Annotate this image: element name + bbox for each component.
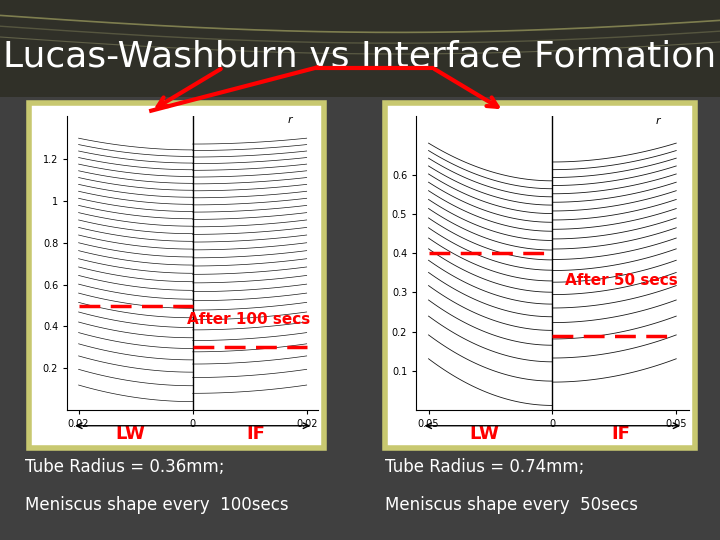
Text: Meniscus shape every  50secs: Meniscus shape every 50secs	[385, 496, 638, 514]
Bar	[0, 0, 720, 97]
Text: After 100 secs: After 100 secs	[187, 313, 310, 327]
Text: IF: IF	[246, 426, 265, 443]
Text: LW: LW	[115, 426, 145, 443]
Text: IF: IF	[611, 426, 630, 443]
Text: LW: LW	[469, 426, 499, 443]
Text: Lucas-Washburn vs Interface Formation: Lucas-Washburn vs Interface Formation	[4, 40, 716, 73]
Text: Tube Radius = 0.74mm;: Tube Radius = 0.74mm;	[385, 458, 585, 476]
Text: After 50 secs: After 50 secs	[564, 273, 678, 287]
Text: r: r	[287, 115, 292, 125]
FancyBboxPatch shape	[29, 103, 324, 448]
Text: Meniscus shape every  100secs: Meniscus shape every 100secs	[25, 496, 289, 514]
FancyBboxPatch shape	[385, 103, 695, 448]
Text: r: r	[655, 117, 660, 126]
Text: Tube Radius = 0.36mm;: Tube Radius = 0.36mm;	[25, 458, 225, 476]
